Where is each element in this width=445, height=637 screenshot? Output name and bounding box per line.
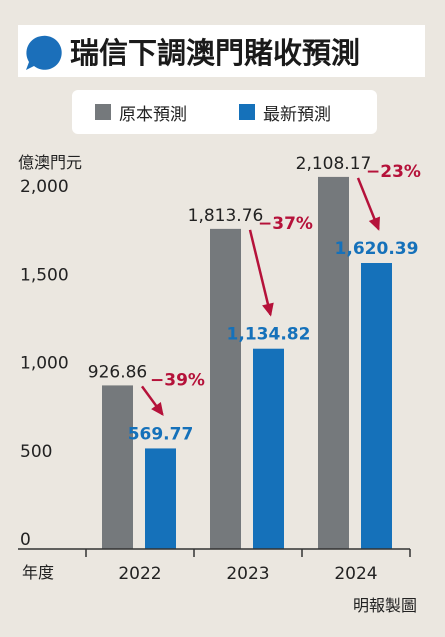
axis-group: 2022 2023 2024 [18,548,411,584]
change-annotation-2023: −37% [258,214,313,234]
change-annotation-2024: −23% [366,162,421,182]
data-label-latest-2023: 1,134.82 [227,325,311,345]
legend-swatch-original [95,104,111,120]
legend-swatch-latest [239,104,255,120]
x-axis-label: 年度 [22,563,54,582]
y-tick-label: 1,500 [20,265,69,285]
y-axis-label: 億澳門元 [18,153,82,172]
title-card [18,25,425,77]
legend-label-original: 原本預測 [119,105,187,125]
decrease-arrowhead-icon [151,402,164,417]
bar-original-2024 [318,176,349,549]
y-tick-label: 500 [20,442,52,462]
data-label-original-2022: 926.86 [88,362,147,382]
data-label-latest-2022: 569.77 [128,424,194,444]
data-label-original-2023: 1,813.76 [188,206,264,226]
source-credit: 明報製圖 [353,596,417,615]
bar-latest-2023 [253,348,284,549]
data-label-latest-2024: 1,620.39 [335,239,419,259]
y-tick-group: 0 500 1,000 1,500 2,000 [20,177,69,550]
x-tick-label-2024: 2024 [334,564,377,584]
y-tick-label: 0 [20,530,31,550]
y-tick-label: 1,000 [20,354,69,374]
speech-bubble-icon [26,35,62,70]
change-annotation-2022: −39% [150,370,205,390]
legend-label-latest: 最新預測 [263,105,331,125]
data-label-original-2024: 2,108.17 [296,154,372,174]
bar-group: 926.86 569.77 1,813.76 1,134.82 2,108.17 1,62… [88,154,419,550]
decrease-arrowhead-icon [368,216,380,231]
x-tick-label-2023: 2023 [226,564,269,584]
legend-box [72,90,377,134]
bar-latest-2024 [361,263,392,549]
bar-original-2022 [102,385,133,549]
decrease-arrow-icon [248,229,272,315]
bar-original-2023 [210,228,241,550]
x-tick-label-2022: 2022 [118,564,161,584]
annotation-group: −39% −37% −23% [140,162,421,417]
decrease-arrowhead-icon [262,302,274,317]
chart-title: 瑞信下調澳門賭收預測 [70,36,360,70]
y-tick-label: 2,000 [20,177,69,197]
bar-latest-2022 [145,448,176,549]
